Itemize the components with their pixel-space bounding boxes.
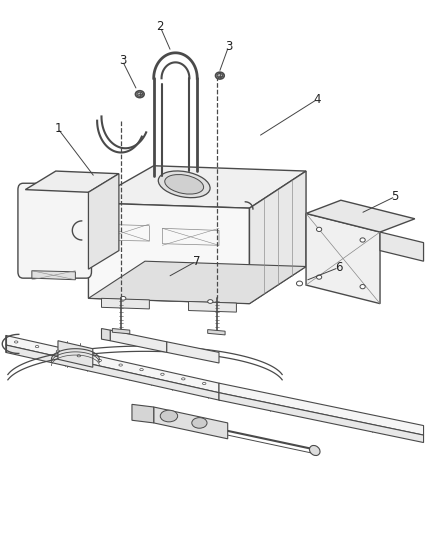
Ellipse shape bbox=[98, 359, 102, 361]
Polygon shape bbox=[208, 329, 225, 335]
Polygon shape bbox=[188, 302, 237, 312]
Ellipse shape bbox=[158, 171, 210, 198]
Polygon shape bbox=[88, 166, 306, 208]
Ellipse shape bbox=[56, 350, 60, 352]
Ellipse shape bbox=[317, 227, 322, 231]
Text: 2: 2 bbox=[156, 20, 164, 34]
Polygon shape bbox=[102, 298, 149, 309]
Polygon shape bbox=[113, 328, 130, 334]
Ellipse shape bbox=[35, 345, 39, 348]
Text: 1: 1 bbox=[54, 122, 62, 135]
Ellipse shape bbox=[208, 300, 213, 303]
Polygon shape bbox=[132, 405, 154, 423]
Polygon shape bbox=[167, 342, 219, 363]
Ellipse shape bbox=[360, 238, 365, 242]
Text: 7: 7 bbox=[193, 255, 200, 268]
Ellipse shape bbox=[297, 281, 303, 286]
Ellipse shape bbox=[202, 383, 206, 384]
Ellipse shape bbox=[161, 373, 164, 375]
Polygon shape bbox=[380, 232, 424, 261]
Polygon shape bbox=[6, 345, 219, 400]
Polygon shape bbox=[88, 174, 119, 269]
Polygon shape bbox=[88, 203, 250, 304]
Ellipse shape bbox=[217, 74, 223, 78]
Polygon shape bbox=[306, 200, 415, 232]
Ellipse shape bbox=[215, 72, 224, 79]
Ellipse shape bbox=[14, 341, 18, 343]
Ellipse shape bbox=[192, 418, 207, 428]
Polygon shape bbox=[219, 393, 424, 442]
Polygon shape bbox=[306, 214, 380, 304]
Polygon shape bbox=[110, 330, 167, 352]
Polygon shape bbox=[88, 261, 306, 304]
FancyBboxPatch shape bbox=[18, 183, 92, 278]
Polygon shape bbox=[102, 328, 110, 341]
Polygon shape bbox=[32, 271, 75, 280]
Ellipse shape bbox=[77, 355, 81, 357]
Text: 3: 3 bbox=[225, 40, 232, 53]
Ellipse shape bbox=[119, 364, 122, 366]
Ellipse shape bbox=[135, 91, 144, 98]
Ellipse shape bbox=[360, 285, 365, 289]
Polygon shape bbox=[219, 383, 424, 435]
Polygon shape bbox=[250, 171, 306, 304]
Ellipse shape bbox=[165, 174, 204, 194]
Text: 3: 3 bbox=[119, 54, 126, 67]
Text: 6: 6 bbox=[335, 261, 343, 274]
Ellipse shape bbox=[137, 92, 143, 96]
Text: 5: 5 bbox=[392, 190, 399, 203]
Ellipse shape bbox=[140, 369, 143, 371]
Polygon shape bbox=[6, 335, 219, 393]
Ellipse shape bbox=[160, 410, 178, 422]
Polygon shape bbox=[58, 341, 93, 367]
Ellipse shape bbox=[310, 446, 320, 456]
Polygon shape bbox=[154, 407, 228, 439]
Text: 4: 4 bbox=[313, 93, 321, 106]
Ellipse shape bbox=[120, 296, 126, 300]
Ellipse shape bbox=[317, 275, 322, 279]
Polygon shape bbox=[25, 171, 119, 192]
Ellipse shape bbox=[182, 378, 185, 380]
